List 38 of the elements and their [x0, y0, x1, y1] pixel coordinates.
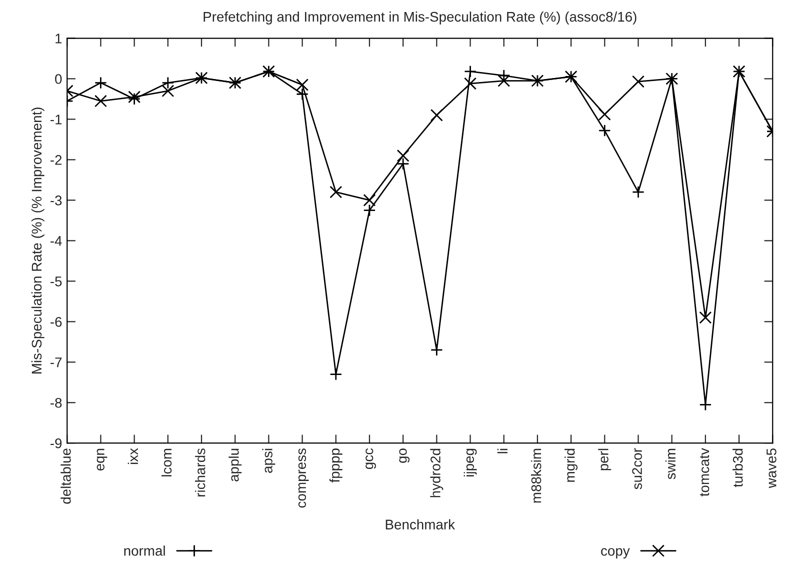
x-tick-label: turb3d: [732, 448, 743, 488]
y-tick-label: -2: [50, 155, 62, 165]
x-tick-label: hydro2d: [430, 448, 444, 498]
x-tick-label: li: [497, 448, 508, 454]
y-tick-label: -5: [50, 276, 62, 286]
x-tick-label: gcc: [366, 448, 376, 469]
y-tick-label: -7: [50, 358, 62, 368]
legend-label: copy: [601, 548, 630, 558]
y-tick-label: -3: [50, 196, 62, 206]
y-tick-label: -9: [50, 438, 62, 448]
legend-label: normal: [124, 546, 165, 556]
y-tick-label: -6: [50, 316, 62, 327]
x-tick-label: applu: [228, 448, 242, 482]
x-tick-label: lcom: [161, 448, 172, 476]
y-tick-label: -1: [50, 114, 62, 124]
x-tick-label: apsi: [262, 448, 276, 473]
x-tick-label: perl: [598, 448, 612, 470]
x-tick-label: ijpeg: [464, 448, 477, 476]
x-axis-title: Benchmark: [386, 519, 456, 530]
x-tick-label: deltablue: [60, 448, 71, 504]
x-tick-label: tomcatv: [700, 448, 710, 496]
x-tick-label: eqn: [96, 448, 108, 471]
x-tick-label: m88ksim: [530, 448, 542, 503]
x-tick-label: fpppp: [329, 448, 342, 483]
y-tick-label: -8: [50, 398, 62, 408]
y-tick-label: -4: [50, 236, 62, 246]
y-axis-title: Mis-Speculation Rate (%) (% Improvement): [31, 108, 44, 374]
x-tick-label: go: [399, 448, 410, 463]
x-tick-label: compress: [298, 448, 309, 508]
x-tick-label: mgrid: [564, 448, 578, 482]
x-tick-label: su2cor: [632, 448, 642, 490]
chart-title: Prefetching and Improvement in Mis-Speculation Rate (%) (assoc8/16): [204, 12, 636, 24]
x-tick-label: swim: [665, 448, 676, 480]
y-tick-label: 0: [55, 74, 62, 84]
y-tick-label: 1: [56, 34, 62, 44]
x-tick-label: wave5: [766, 448, 776, 488]
x-tick-label: ixx: [128, 448, 138, 464]
x-tick-label: richards: [195, 448, 206, 496]
